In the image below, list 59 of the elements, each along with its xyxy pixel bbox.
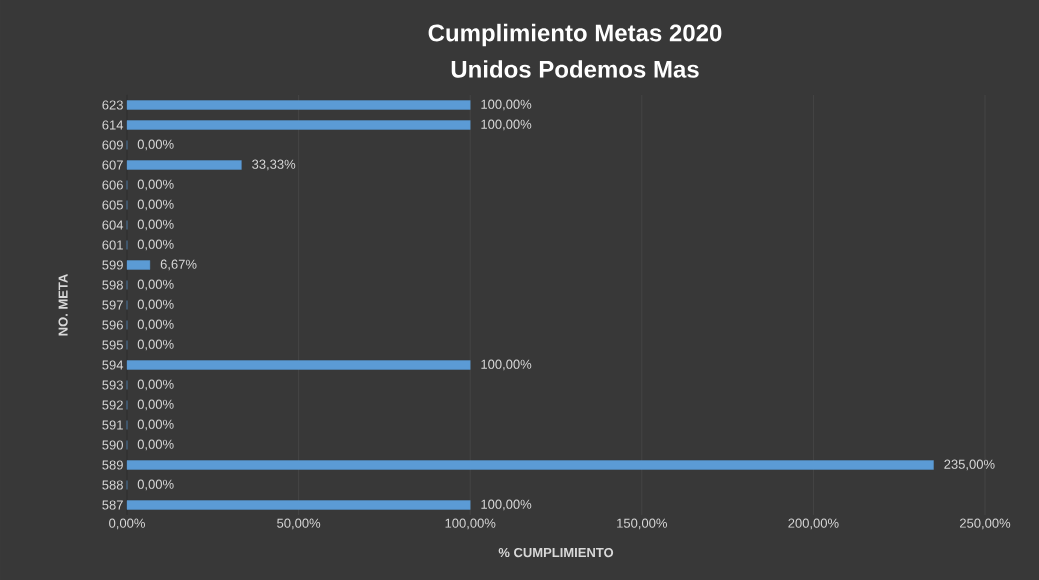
- data-label: 0,00%: [137, 199, 174, 211]
- y-tick-label: 623: [102, 100, 123, 110]
- data-label: 0,00%: [137, 219, 174, 231]
- chart-title: Cumplimiento Metas 2020: [428, 23, 722, 47]
- x-tick-label: 0,00%: [109, 518, 145, 530]
- y-tick-label: 606: [102, 180, 123, 190]
- data-label: 0,00%: [137, 379, 174, 391]
- y-tick-label: 594: [102, 360, 124, 370]
- y-tick-label: 593: [102, 380, 123, 390]
- data-label: 33,33%: [252, 159, 296, 171]
- data-label: 0,00%: [137, 139, 174, 151]
- y-tick-label: 597: [102, 300, 123, 310]
- data-label: 235,00%: [944, 459, 995, 471]
- y-tick-label: 587: [102, 500, 123, 510]
- y-tick-label: 598: [102, 280, 123, 290]
- bar: [126, 100, 471, 110]
- x-tick-label: 250,00%: [960, 518, 1011, 530]
- data-label: 0,00%: [137, 319, 174, 331]
- bar: [126, 460, 934, 470]
- y-tick-label: 607: [102, 160, 123, 170]
- data-label: 100,00%: [481, 99, 532, 111]
- data-label: 0,00%: [137, 239, 174, 251]
- y-tick-label: 588: [102, 480, 123, 490]
- bar: [126, 260, 151, 270]
- y-tick-label: 591: [102, 420, 123, 430]
- y-tick-label: 596: [102, 320, 123, 330]
- y-tick-label: 589: [102, 460, 123, 470]
- bar: [126, 360, 471, 370]
- x-tick-label: 200,00%: [788, 518, 839, 530]
- data-label: 100,00%: [481, 359, 532, 371]
- data-label: 100,00%: [481, 499, 532, 511]
- data-label: 0,00%: [137, 299, 174, 311]
- data-label: 0,00%: [137, 279, 174, 291]
- data-label: 0,00%: [137, 479, 174, 491]
- bar: [126, 500, 471, 510]
- data-label: 0,00%: [137, 439, 174, 451]
- y-tick-label: 614: [102, 120, 124, 130]
- y-tick-label: 595: [102, 340, 123, 350]
- x-tick-label: 50,00%: [277, 518, 321, 530]
- x-tick-label: 150,00%: [617, 518, 667, 530]
- y-tick-label: 604: [102, 220, 124, 230]
- y-tick-label: 605: [102, 200, 123, 210]
- y-tick-label: 601: [102, 240, 123, 250]
- y-tick-label: 609: [102, 140, 123, 150]
- bar: [126, 120, 471, 130]
- y-tick-label: 592: [102, 400, 123, 410]
- y-axis-title: NO. META: [58, 274, 68, 336]
- x-axis-title: % CUMPLIMIENTO: [498, 547, 614, 558]
- data-label: 0,00%: [137, 179, 174, 191]
- bar: [126, 160, 242, 170]
- data-label: 6,67%: [160, 259, 197, 271]
- x-tick-label: 100,00%: [445, 518, 496, 530]
- y-tick-label: 590: [102, 440, 123, 450]
- chart-subtitle: Unidos Podemos Mas: [451, 60, 699, 78]
- data-label: 0,00%: [137, 419, 174, 431]
- data-label: 0,00%: [137, 339, 174, 351]
- data-label: 0,00%: [137, 399, 174, 411]
- data-label: 100,00%: [481, 119, 532, 131]
- y-tick-label: 599: [102, 260, 123, 270]
